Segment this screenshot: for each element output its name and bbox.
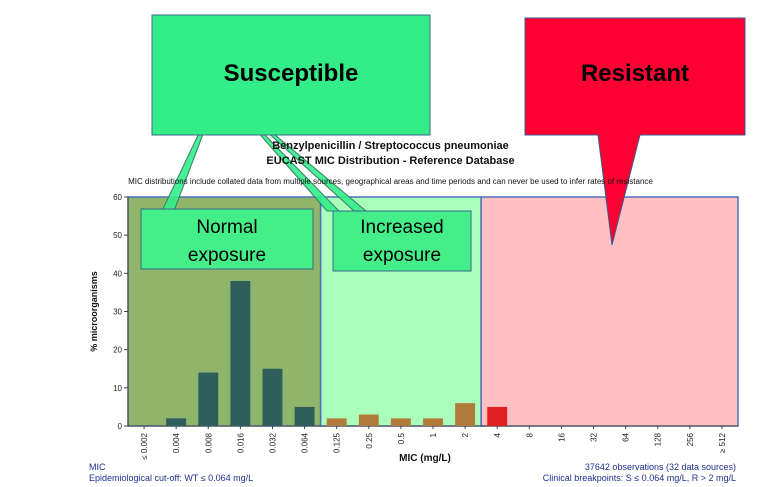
x-tick-label: ≥ 512 — [718, 432, 727, 453]
y-tick-label: 30 — [113, 308, 122, 317]
x-tick-label: 128 — [654, 432, 663, 446]
y-tick-label: 0 — [118, 422, 123, 431]
x-tick-label: 0.5 — [397, 432, 406, 444]
increased-exposure-line1: Increased — [360, 217, 444, 238]
y-tick-label: 60 — [113, 193, 122, 202]
y-tick-label: 20 — [113, 346, 122, 355]
bar-0.008 — [198, 372, 219, 426]
bar-0.5 — [390, 418, 411, 426]
footer-left-line2: Epidemiological cut-off: WT ≤ 0.064 mg/L — [89, 473, 254, 483]
bar-0.016 — [230, 280, 251, 426]
normal-exposure-line2: exposure — [187, 245, 267, 266]
bar-1 — [423, 418, 443, 426]
x-tick-label: 1 — [429, 432, 438, 437]
chart-title: Benzylpenicillin / Streptococcus pneumon… — [272, 140, 509, 152]
chart-subtitle: EUCAST MIC Distribution - Reference Data… — [266, 155, 515, 167]
footer-right-line2: Clinical breakpoints: S ≤ 0.064 mg/L, R … — [542, 473, 736, 483]
resistant-callout — [524, 17, 746, 246]
x-tick-label: 64 — [622, 432, 631, 441]
normal-exposure-label: Normal exposure — [141, 214, 313, 270]
x-tick-label: 32 — [590, 432, 599, 441]
x-tick-label: 0.25 — [365, 432, 374, 448]
normal-exposure-box — [140, 208, 314, 270]
increased-exposure-label: Increased exposure — [333, 214, 471, 270]
x-tick-label: 16 — [557, 432, 566, 441]
resistant-label: Resistant — [580, 60, 690, 87]
x-axis-label: MIC (mg/L) — [399, 453, 451, 464]
susceptible-label: Susceptible — [223, 60, 359, 87]
x-tick-label: 0.004 — [172, 432, 181, 453]
bar-4 — [487, 406, 508, 426]
y-tick-label: 40 — [113, 269, 122, 278]
x-tick-label: 0.016 — [236, 432, 245, 453]
x-tick-label: 256 — [686, 432, 695, 446]
footer-right-line1: 37642 observations (32 data sources) — [584, 462, 736, 472]
footer-left-line1: MIC — [89, 462, 106, 472]
bar-0.25 — [358, 414, 379, 426]
zone-resistant — [480, 196, 739, 427]
bar-0.004 — [166, 418, 187, 426]
y-tick-label: 50 — [113, 231, 122, 240]
bar-0.064 — [294, 406, 315, 426]
increased-exposure-line2: exposure — [362, 245, 442, 266]
chart-axes: 0 10 20 30 40 50 60 % microorganisms ≤ 0.002 0.00… — [89, 193, 738, 464]
normal-exposure-line1: Normal — [196, 217, 258, 238]
y-tick-label: 10 — [113, 384, 122, 393]
x-tick-label: 0.032 — [268, 432, 277, 453]
susceptible-box — [151, 14, 431, 136]
x-tick-label: 0.125 — [333, 432, 342, 453]
increased-exposure-box — [332, 210, 472, 272]
x-tick-label: 4 — [493, 432, 502, 437]
y-axis-label: % microorganisms — [89, 271, 99, 352]
bar-0.125 — [326, 418, 347, 426]
chart-bars — [166, 280, 508, 426]
callouts — [140, 14, 746, 272]
x-tick-label: 2 — [461, 432, 470, 437]
x-tick-label: ≤ 0.002 — [140, 432, 149, 459]
x-tick-label: 0.064 — [301, 432, 310, 453]
bar-0.032 — [262, 368, 283, 426]
x-tick-label: 0.008 — [204, 432, 213, 453]
bar-2 — [455, 403, 476, 426]
x-tick-label: 8 — [525, 432, 534, 437]
chart-disclaimer: MIC distributions include collated data … — [128, 177, 653, 186]
